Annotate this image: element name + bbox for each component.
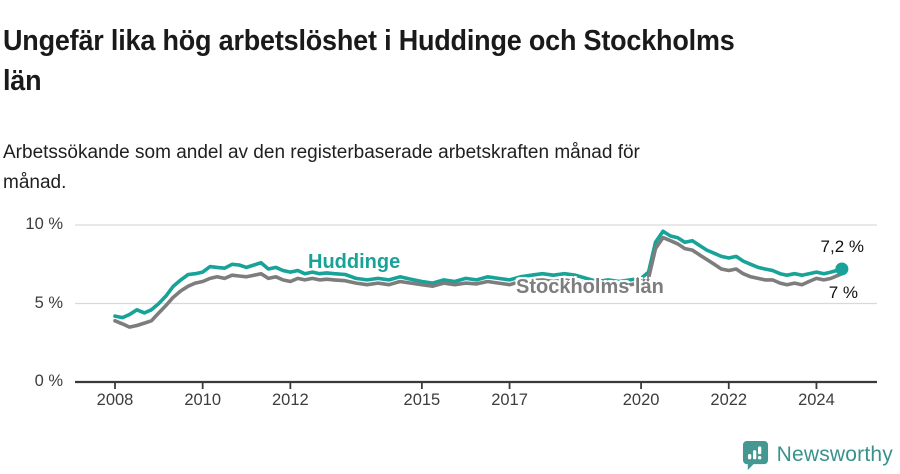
end-value-label-stockholms-lan: 7 % — [828, 283, 858, 302]
x-axis-tick-label: 2012 — [272, 391, 309, 409]
page-title: Ungefär lika hög arbetslöshet i Huddinge… — [3, 25, 735, 98]
x-axis-tick-label: 2022 — [710, 391, 748, 409]
newsworthy-logo[interactable]: Newsworthy — [742, 440, 893, 470]
x-axis-tick-label: 2020 — [622, 391, 660, 409]
x-axis-tick-label: 2024 — [798, 391, 835, 409]
line-stockholms-lan — [113, 235, 844, 329]
x-axis-tick-label: 2010 — [184, 391, 222, 409]
x-axis-tick-label: 2008 — [96, 391, 134, 409]
bar-chart-speech-bubble-icon — [742, 441, 768, 470]
x-axis-tick-label: 2017 — [491, 391, 528, 409]
brand-name: Newsworthy — [776, 443, 893, 466]
series-label-huddinge: Huddinge — [308, 251, 401, 273]
line-huddinge — [113, 229, 844, 320]
end-point-dot — [835, 262, 849, 276]
end-value-label-huddinge: 7,2 % — [820, 237, 864, 256]
x-axis-tick-label: 2015 — [403, 391, 441, 409]
chart-subtitle: Arbetssökande som andel av den registerb… — [3, 142, 640, 194]
y-axis-tick-label: 5 % — [34, 293, 63, 312]
series-label-stockholms-lan: Stockholms län — [516, 276, 664, 298]
y-axis-tick-label: 0 % — [34, 372, 63, 390]
y-axis-tick-label: 10 % — [25, 215, 63, 233]
